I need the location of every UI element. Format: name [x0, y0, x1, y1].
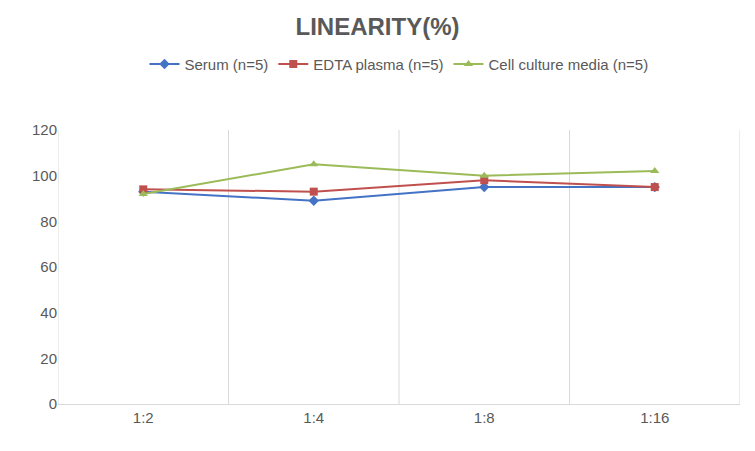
svg-text:EDTA plasma (n=5): EDTA plasma (n=5): [313, 56, 443, 73]
svg-text:LINEARITY(%): LINEARITY(%): [296, 13, 460, 40]
svg-text:Cell culture media (n=5): Cell culture media (n=5): [489, 56, 649, 73]
svg-text:120: 120: [32, 121, 57, 138]
svg-text:40: 40: [40, 304, 57, 321]
svg-text:1:4: 1:4: [303, 409, 324, 426]
svg-text:0: 0: [49, 395, 57, 412]
svg-text:80: 80: [40, 213, 57, 230]
svg-text:Serum (n=5): Serum (n=5): [185, 56, 269, 73]
svg-text:60: 60: [40, 258, 57, 275]
svg-text:1:16: 1:16: [640, 409, 669, 426]
svg-text:20: 20: [40, 350, 57, 367]
svg-text:1:8: 1:8: [474, 409, 495, 426]
svg-text:100: 100: [32, 167, 57, 184]
svg-text:1:2: 1:2: [133, 409, 154, 426]
